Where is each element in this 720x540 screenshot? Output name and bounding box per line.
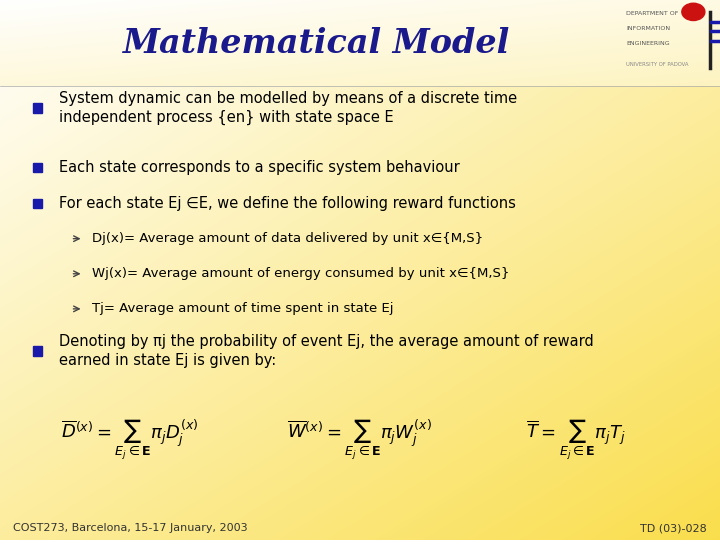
Text: System dynamic can be modelled by means of a discrete time
independent process {: System dynamic can be modelled by means … xyxy=(59,91,517,125)
Text: DEPARTMENT OF: DEPARTMENT OF xyxy=(626,11,679,16)
Text: INFORMATION: INFORMATION xyxy=(626,26,670,31)
Text: Denoting by πj the probability of event Ej, the average amount of reward
earned : Denoting by πj the probability of event … xyxy=(59,334,594,368)
Text: ENGINEERING: ENGINEERING xyxy=(626,41,670,46)
Text: $\overline{D}^{(x)} = \sum_{E_j \in \mathbf{E}} \pi_j D_j^{(x)}$: $\overline{D}^{(x)} = \sum_{E_j \in \mat… xyxy=(61,418,198,462)
Text: For each state Ej ∈E, we define the following reward functions: For each state Ej ∈E, we define the foll… xyxy=(59,196,516,211)
Text: Each state corresponds to a specific system behaviour: Each state corresponds to a specific sys… xyxy=(59,160,460,175)
Text: Dj(x)= Average amount of data delivered by unit x∈{M,S}: Dj(x)= Average amount of data delivered … xyxy=(92,232,483,245)
Circle shape xyxy=(682,3,705,21)
Text: Wj(x)= Average amount of energy consumed by unit x∈{M,S}: Wj(x)= Average amount of energy consumed… xyxy=(92,267,510,280)
Text: UNIVERSITY OF PADOVA: UNIVERSITY OF PADOVA xyxy=(626,62,689,67)
Bar xyxy=(33,103,42,113)
Text: TD (03)-028: TD (03)-028 xyxy=(640,523,707,533)
Bar xyxy=(33,199,42,208)
Text: $\overline{W}^{(x)} = \sum_{E_j \in \mathbf{E}} \pi_j W_j^{(x)}$: $\overline{W}^{(x)} = \sum_{E_j \in \mat… xyxy=(287,418,433,462)
Text: COST273, Barcelona, 15-17 January, 2003: COST273, Barcelona, 15-17 January, 2003 xyxy=(13,523,248,533)
Bar xyxy=(33,163,42,172)
Text: $\overline{T} = \sum_{E_j \in \mathbf{E}} \pi_j T_j$: $\overline{T} = \sum_{E_j \in \mathbf{E}… xyxy=(526,418,626,462)
Text: Mathematical Model: Mathematical Model xyxy=(123,26,510,60)
Text: Tj= Average amount of time spent in state Ej: Tj= Average amount of time spent in stat… xyxy=(92,302,394,315)
Bar xyxy=(33,346,42,356)
